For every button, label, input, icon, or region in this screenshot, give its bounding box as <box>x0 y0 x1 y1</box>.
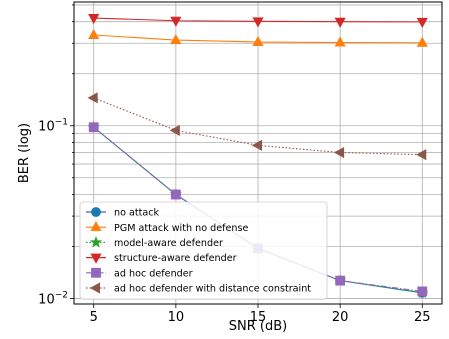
data-point <box>252 35 264 47</box>
y-axis-label: BER (log) <box>17 123 32 183</box>
data-point <box>416 36 428 47</box>
data-point <box>170 33 182 45</box>
legend-marker <box>89 282 100 294</box>
legend-marker <box>91 267 101 278</box>
x-tick-label: 15 <box>250 310 267 325</box>
axes: 5 10 15 20 25 10−2 10−1 <box>38 4 431 325</box>
data-point <box>170 189 181 200</box>
data-point <box>335 275 346 286</box>
x-axis-label: SNR (dB) <box>229 319 287 334</box>
legend-label: no attack <box>114 208 160 219</box>
data-point <box>252 17 264 28</box>
legend-label: model-aware defender <box>114 238 223 249</box>
series-pgm-attack-with-no-defense <box>88 28 428 47</box>
data-point <box>416 17 428 29</box>
x-tick-label: 10 <box>168 310 185 325</box>
series-ad-hoc-defender-with-distance-constraint <box>87 92 427 161</box>
legend-box <box>79 201 328 300</box>
data-point <box>416 149 427 161</box>
data-point <box>87 92 98 104</box>
series-structure-aware-defender <box>88 14 428 29</box>
legend-label: ad hoc defender with distance constraint <box>114 284 311 295</box>
data-point <box>88 14 100 25</box>
x-tick-label: 5 <box>90 310 98 325</box>
data-point <box>88 122 99 133</box>
legend: no attack PGM attack with no defense model… <box>79 201 328 300</box>
legend-marker <box>89 236 103 248</box>
data-point <box>334 146 345 159</box>
legend-marker <box>90 221 102 232</box>
x-tick-label: 20 <box>332 310 349 325</box>
legend-label: PGM attack with no defense <box>114 223 248 234</box>
x-tick-label: 25 <box>414 310 431 325</box>
y-tick-label: 10−2 <box>38 291 68 308</box>
legend-marker <box>90 253 102 264</box>
data-point <box>88 28 100 39</box>
data-point <box>334 17 346 28</box>
data-point <box>334 36 346 47</box>
data-point <box>170 16 182 27</box>
legend-label: structure-aware defender <box>114 253 237 264</box>
data-point <box>251 139 262 151</box>
legend-marker <box>91 207 101 217</box>
legend-label: ad hoc defender <box>114 268 193 279</box>
data-point <box>417 286 428 297</box>
data-point <box>169 124 180 136</box>
y-tick-label: 10−1 <box>38 118 68 135</box>
